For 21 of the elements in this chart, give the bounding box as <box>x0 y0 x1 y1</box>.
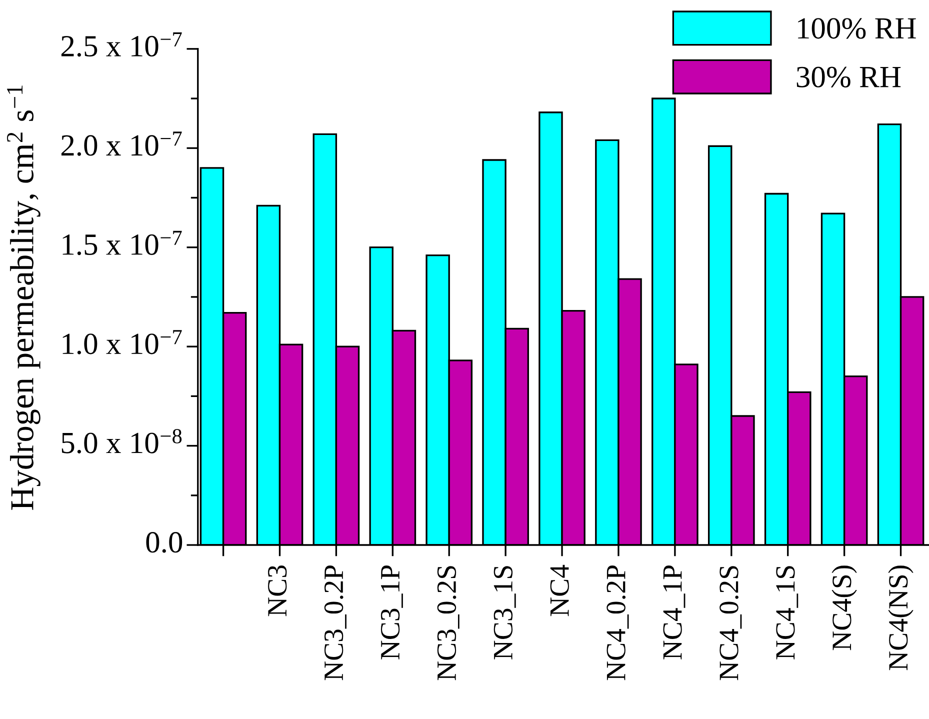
x-tick-label: NC3_0.2P <box>324 566 346 680</box>
y-axis-title: Hydrogen permeability, cm$^{2}$ s$^{−1}$ <box>7 86 40 510</box>
y-tick-label: 2.0 x 10$^{−7}$ <box>61 132 182 156</box>
x-tick-label: NC3 <box>268 566 287 616</box>
x-tick-label: NC3_0.2S <box>437 566 460 680</box>
x-tick-label: NC4_0.2P <box>606 566 629 680</box>
x-tick-label: NC4_1P <box>663 566 686 660</box>
x-tick-label: NC3_1S <box>494 566 516 660</box>
y-tick-label: 1.5 x 10$^{−7}$ <box>62 230 182 256</box>
x-tick-label: NC4_0.2S <box>720 566 742 680</box>
y-tick-label: 0.0 <box>146 532 182 553</box>
y-tick-label: 1.0 x 10$^{−7}$ <box>62 330 182 354</box>
y-tick-label: 2.5 x 10$^{−7}$ <box>61 32 182 57</box>
x-tick-label: NC4(S) <box>832 566 857 650</box>
x-tick-label: NC3_1P <box>380 566 403 660</box>
x-tick-label: NC4 <box>550 564 569 616</box>
legend-label: 100% RH <box>798 18 916 39</box>
x-tick-label: NC4_1S <box>776 566 798 660</box>
y-tick-label: 5.0 x 10$^{−8}$ <box>62 428 182 454</box>
x-tick-label: NC4(NS) <box>888 566 914 670</box>
legend-label: 30% RH <box>796 66 901 88</box>
